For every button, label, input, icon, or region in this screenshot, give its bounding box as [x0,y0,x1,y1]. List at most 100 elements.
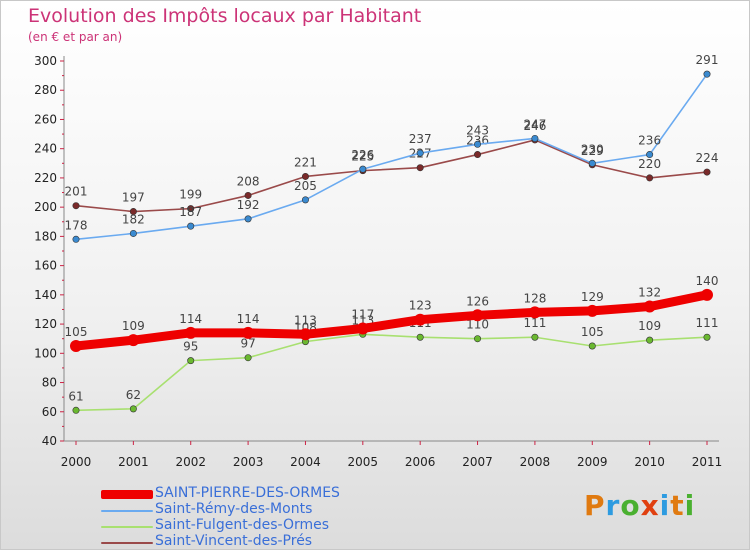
data-label: 229 [581,144,604,158]
data-point [356,322,369,335]
logo-letter: r [605,489,621,522]
logo-letter: i [659,489,671,522]
data-point [187,222,195,230]
data-point [586,304,599,317]
data-label: 117 [351,307,374,321]
x-tick-label: 2000 [61,455,92,469]
data-point [703,333,711,341]
data-label: 291 [696,53,719,67]
x-tick-label: 2004 [290,455,321,469]
data-point [72,235,80,243]
data-label: 201 [65,185,88,199]
data-label: 132 [638,286,661,300]
data-point [588,342,596,350]
data-point [72,202,80,210]
data-point [242,326,255,339]
data-label: 109 [122,319,145,333]
y-tick-label: 240 [34,142,57,156]
data-point [301,196,309,204]
y-tick-label: 300 [34,54,57,68]
data-label: 114 [237,312,260,326]
data-label: 187 [179,205,202,219]
data-point [301,172,309,180]
data-label: 105 [65,325,88,339]
y-tick-label: 280 [34,83,57,97]
data-point [416,149,424,157]
data-label: 97 [240,337,255,351]
data-point [646,336,654,344]
series-line-3 [71,290,712,351]
data-label: 62 [126,388,141,402]
data-point [244,191,252,199]
y-tick-label: 80 [42,376,57,390]
logo-letter: x [640,489,660,522]
data-point [127,334,140,347]
data-label: 237 [409,132,432,146]
y-tick-label: 60 [42,405,57,419]
data-point [416,333,424,341]
logo-letter: o [620,489,641,522]
data-label: 199 [179,188,202,202]
data-point [414,313,427,326]
data-label: 208 [237,174,260,188]
data-label: 105 [581,325,604,339]
data-point [72,406,80,414]
data-label: 111 [523,316,546,330]
data-label: 246 [523,119,546,133]
data-label: 230 [581,142,604,156]
data-label: 182 [122,212,145,226]
data-label: 247 [523,117,546,131]
series-line-1 [75,73,708,241]
x-tick-label: 2011 [692,455,723,469]
data-point [703,168,711,176]
chart-subtitle: (en € et par an) [28,30,123,44]
data-point [70,340,82,352]
data-point [244,215,252,223]
data-point [184,326,197,339]
data-label: 226 [351,148,374,162]
y-tick-label: 220 [34,171,57,185]
data-point [474,151,482,159]
data-label: 110 [466,318,489,332]
data-label: 197 [122,191,145,205]
legend-label: Saint-Fulgent-des-Ormes [155,517,330,533]
data-point [416,164,424,172]
legend-label: Saint-Vincent-des-Prés [155,533,313,549]
data-point [474,335,482,343]
y-tick-label: 200 [34,200,57,214]
data-label: 123 [409,299,432,313]
x-tick-label: 2001 [118,455,149,469]
x-tick-label: 2010 [634,455,665,469]
data-point [588,159,596,167]
data-point [646,151,654,159]
data-label: 236 [638,134,661,148]
y-tick-label: 180 [34,229,57,243]
proxiti-logo: Proxiti [584,489,695,522]
legend-label: Saint-Rémy-des-Monts [155,501,313,517]
data-label: 140 [696,274,719,288]
data-label: 220 [638,157,661,171]
data-point [187,357,195,365]
data-point [129,208,137,216]
legend-swatch [101,542,153,544]
data-label: 221 [294,155,317,169]
x-tick-label: 2008 [520,455,551,469]
legend-swatch [101,526,153,528]
data-label: 109 [638,319,661,333]
data-label: 111 [696,316,719,330]
data-label: 128 [523,291,546,305]
y-tick-label: 120 [34,317,57,331]
data-point [129,405,137,413]
data-point [701,288,713,301]
data-point [703,70,711,78]
data-label: 126 [466,294,489,308]
data-label: 205 [294,179,317,193]
logo-letter: i [684,489,696,522]
y-tick-label: 100 [34,346,57,360]
legend-swatch [101,510,153,512]
data-point [528,306,541,319]
logo-letter: P [584,489,606,522]
y-tick-label: 40 [42,434,57,448]
